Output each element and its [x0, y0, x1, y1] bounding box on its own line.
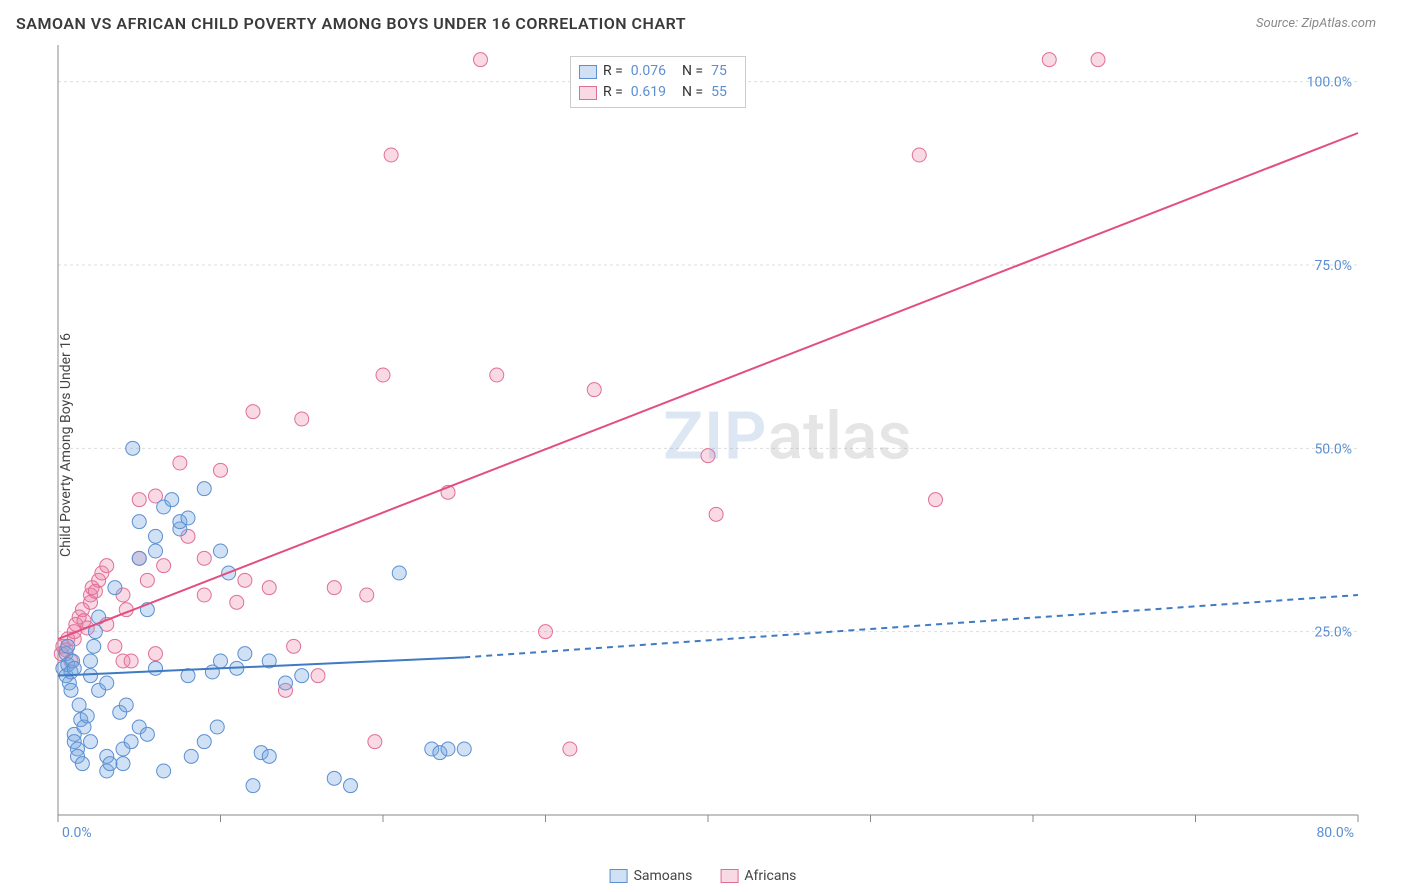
svg-text:50.0%: 50.0% — [1314, 441, 1352, 457]
legend-item-africans: Africans — [720, 868, 796, 884]
svg-text:75.0%: 75.0% — [1314, 258, 1352, 274]
legend-item-samoans: Samoans — [610, 868, 693, 884]
source-attribution: Source: ZipAtlas.com — [1256, 16, 1376, 31]
svg-text:80.0%: 80.0% — [1316, 825, 1354, 841]
stats-legend: R = 0.076 N = 75 R = 0.619 N = 55 — [570, 56, 746, 108]
swatch-icon — [579, 86, 597, 100]
svg-text:100.0%: 100.0% — [1307, 75, 1352, 91]
series-legend: Samoans Africans — [610, 868, 797, 884]
chart-container: Child Poverty Among Boys Under 16 25.0% 5… — [48, 45, 1406, 845]
stats-row-samoans: R = 0.076 N = 75 — [579, 61, 737, 82]
r-value: 0.076 — [631, 61, 666, 82]
swatch-icon — [720, 869, 738, 883]
legend-label: Samoans — [634, 868, 693, 884]
y-axis-label: Child Poverty Among Boys Under 16 — [58, 333, 74, 557]
stats-row-africans: R = 0.619 N = 55 — [579, 82, 737, 103]
chart-header: SAMOAN VS AFRICAN CHILD POVERTY AMONG BO… — [0, 0, 1406, 39]
n-label: N = — [682, 82, 703, 103]
scatter-chart: 25.0% 50.0% 75.0% 100.0% 0.0% 80.0% — [48, 45, 1368, 845]
svg-text:25.0%: 25.0% — [1314, 625, 1352, 641]
source-name: ZipAtlas.com — [1301, 16, 1376, 31]
legend-label: Africans — [744, 868, 796, 884]
n-value: 75 — [711, 61, 727, 82]
source-prefix: Source: — [1256, 16, 1301, 31]
r-value: 0.619 — [631, 82, 666, 103]
r-label: R = — [603, 61, 623, 82]
swatch-icon — [579, 65, 597, 79]
r-label: R = — [603, 82, 623, 103]
n-label: N = — [682, 61, 703, 82]
n-value: 55 — [711, 82, 727, 103]
chart-title: SAMOAN VS AFRICAN CHILD POVERTY AMONG BO… — [16, 14, 686, 33]
swatch-icon — [610, 869, 628, 883]
svg-text:0.0%: 0.0% — [62, 825, 92, 841]
